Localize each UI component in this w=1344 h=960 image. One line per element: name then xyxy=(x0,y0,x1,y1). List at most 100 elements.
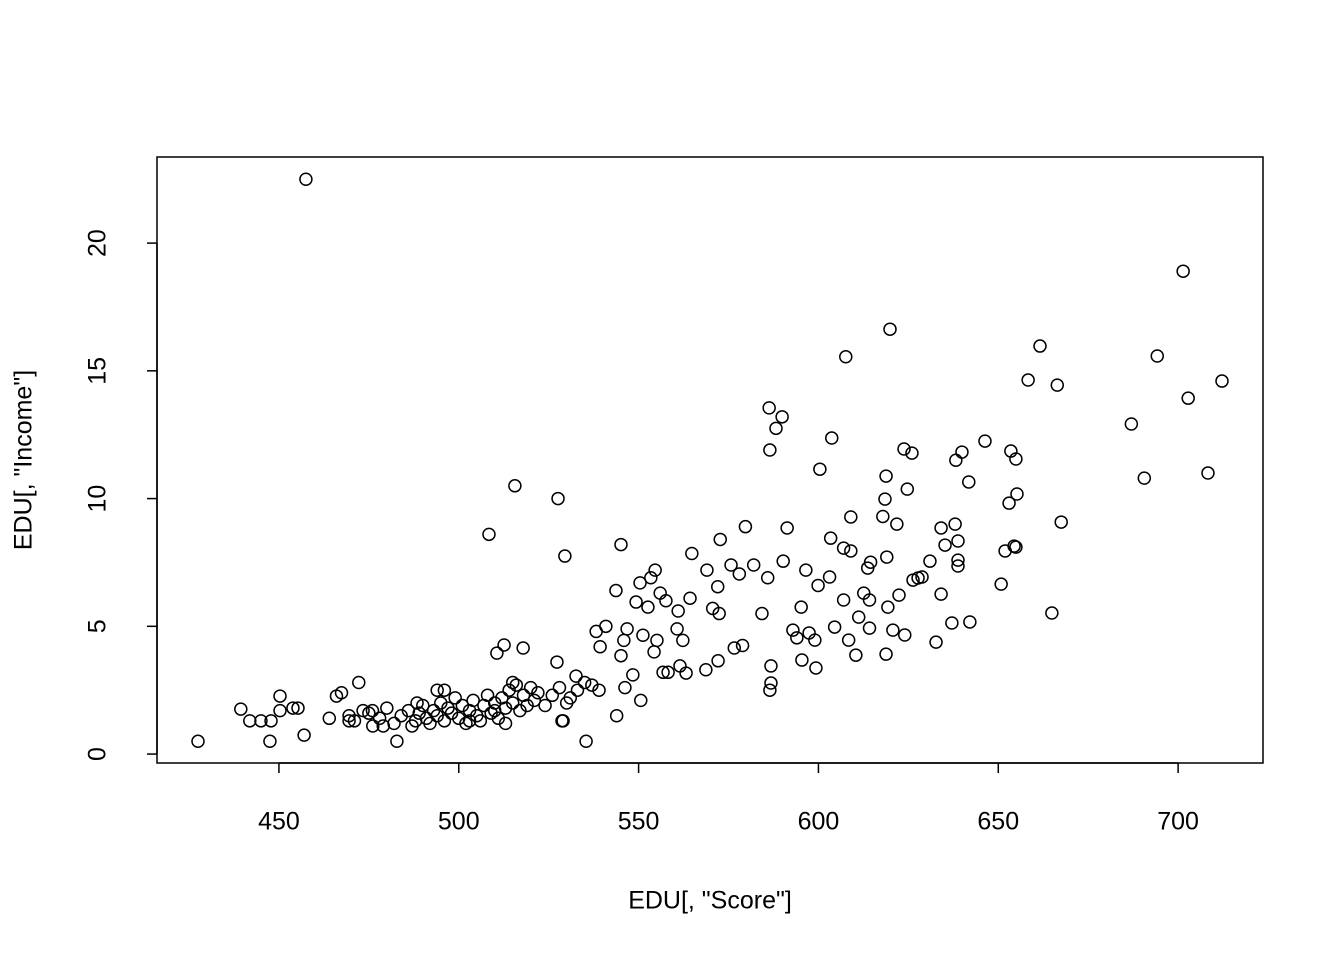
point xyxy=(1009,540,1023,554)
point xyxy=(462,714,477,728)
point xyxy=(634,693,648,708)
point xyxy=(890,517,904,531)
point xyxy=(898,628,912,642)
y-tick-label: 15 xyxy=(84,357,112,385)
point xyxy=(1045,606,1059,620)
point xyxy=(1002,496,1016,510)
point xyxy=(863,555,878,569)
point xyxy=(1176,264,1190,278)
point xyxy=(1033,339,1047,353)
point xyxy=(775,410,789,424)
x-tick-label: 600 xyxy=(798,808,840,836)
point xyxy=(934,521,948,535)
point xyxy=(636,628,650,643)
point xyxy=(505,675,520,690)
point xyxy=(685,546,699,561)
point xyxy=(416,698,430,713)
point xyxy=(963,615,977,629)
point xyxy=(647,645,661,659)
point xyxy=(897,442,911,456)
point xyxy=(609,708,624,723)
point xyxy=(579,734,593,749)
point xyxy=(1054,515,1068,529)
point xyxy=(455,698,470,713)
point xyxy=(962,475,976,489)
point xyxy=(1201,466,1215,480)
point xyxy=(394,708,408,723)
x-tick-label: 700 xyxy=(1157,808,1199,836)
x-tick-label: 500 xyxy=(438,808,480,836)
point xyxy=(633,576,647,590)
point xyxy=(948,517,962,531)
point xyxy=(498,716,513,731)
point xyxy=(670,622,684,636)
point xyxy=(900,482,915,496)
point xyxy=(934,587,948,601)
point xyxy=(614,537,628,552)
point xyxy=(790,631,804,645)
point xyxy=(827,620,842,634)
point xyxy=(923,554,937,568)
point xyxy=(794,600,808,614)
point xyxy=(347,714,362,728)
point xyxy=(808,633,822,647)
point xyxy=(849,648,863,662)
point xyxy=(1010,487,1024,501)
point xyxy=(648,563,662,577)
point xyxy=(617,633,631,648)
point xyxy=(644,571,658,585)
point xyxy=(273,689,287,703)
point xyxy=(780,521,794,535)
point xyxy=(822,570,837,584)
point xyxy=(883,322,897,336)
point xyxy=(661,665,675,680)
point xyxy=(836,541,851,555)
point xyxy=(881,600,895,614)
point xyxy=(886,623,900,637)
point xyxy=(508,479,522,493)
point xyxy=(569,669,583,683)
point xyxy=(878,492,892,506)
point xyxy=(334,685,349,700)
plot-frame xyxy=(156,156,1264,764)
point xyxy=(523,680,538,695)
point xyxy=(915,570,929,584)
point xyxy=(650,633,664,648)
x-axis-title: EDU[, "Score"] xyxy=(628,887,792,915)
point xyxy=(480,688,495,703)
point xyxy=(764,659,778,673)
point xyxy=(1150,349,1165,363)
point xyxy=(592,683,606,697)
point xyxy=(929,635,943,649)
point xyxy=(755,606,769,621)
point xyxy=(297,728,311,742)
point xyxy=(762,401,776,415)
point xyxy=(809,661,823,675)
point xyxy=(844,544,858,558)
point xyxy=(799,563,813,577)
x-tick-label: 550 xyxy=(618,808,660,836)
point xyxy=(641,600,655,614)
point xyxy=(1124,417,1139,431)
point xyxy=(862,593,877,607)
point xyxy=(629,595,643,609)
point xyxy=(620,622,634,636)
x-tick-label: 450 xyxy=(258,808,300,836)
point xyxy=(437,714,452,728)
x-tick-label: 650 xyxy=(977,808,1019,836)
point xyxy=(1009,452,1023,466)
point xyxy=(593,640,607,654)
point xyxy=(836,593,851,607)
point xyxy=(243,714,257,728)
point xyxy=(509,678,524,692)
point xyxy=(563,691,578,705)
point xyxy=(760,571,775,585)
point xyxy=(892,588,906,602)
point xyxy=(951,534,965,548)
point xyxy=(322,711,337,726)
point xyxy=(609,583,623,598)
point xyxy=(656,665,670,680)
point xyxy=(683,591,697,605)
point xyxy=(880,550,894,564)
